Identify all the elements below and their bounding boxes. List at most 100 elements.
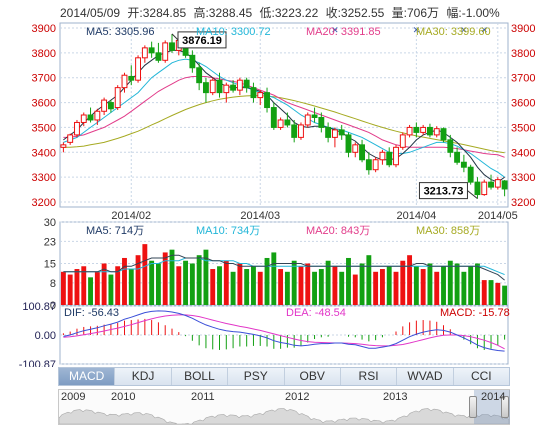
volume-bar-down [149,260,155,305]
macd-y-tick: 100.87 [22,301,56,313]
price-y-tick-left: 3800 [32,48,56,60]
candle-down [318,116,325,128]
tab-cci[interactable]: CCI [470,369,492,383]
price-ma-label: MA20: 3391.85 [306,26,381,38]
volume-bar-up [101,263,107,305]
volume-bar-up [67,274,73,305]
candle-down [454,151,461,163]
candle-up [331,129,338,138]
candle-down [359,144,366,161]
candle-down [311,114,318,118]
price-ma-label: MA5: 3305.96 [86,26,155,38]
navigator-area [59,408,509,424]
candle-up [494,179,501,188]
volume-bar-down [447,260,453,305]
volume-bar-down [169,249,175,305]
price-y-tick-left: 3200 [32,197,56,209]
volume-bar-down [366,255,372,305]
candle-down [270,107,277,128]
volume-bar-up [223,260,229,305]
candle-down [243,79,250,89]
candle-up [420,126,427,133]
candle-down [447,139,454,153]
price-y-tick-left: 3300 [32,172,56,184]
volume-bar-down [359,263,365,305]
tab-wvad[interactable]: WVAD [397,368,454,385]
ma20-line [63,76,505,158]
price-y-tick-right: 3200 [511,197,535,209]
range-navigator[interactable]: 2009 2010 2011 2012 2013 2014 [58,389,510,425]
navigator-year-label: 2014 [481,391,506,403]
volume-bar-up [420,269,426,305]
volume-bar-up [298,266,304,305]
candle-up [399,134,406,148]
volume-bar-down [488,280,494,305]
volume-bar-up [176,266,182,305]
price-y-tick-right: 3700 [511,73,535,85]
price-y-tick-right: 3400 [511,147,535,159]
price-x-tick: 2014/05 [478,210,518,222]
candle-down [128,75,135,81]
volume-ma-label: MA20: 843万 [306,225,370,237]
candle-up [80,114,87,123]
quote-date: 2014/05/09 [60,6,121,20]
low-callout-pointer [467,190,478,200]
candle-down [467,166,474,183]
candle-down [196,67,203,84]
tab-psy[interactable]: PSY [228,368,285,385]
candle-down [413,126,420,133]
volume-bar-down [441,266,446,305]
candle-up [60,144,67,148]
tab-boll[interactable]: BOLL [172,368,229,385]
volume-ma-label: MA30: 858万 [416,225,480,237]
navigator-year-label: 2010 [111,391,136,403]
price-x-tick: 2014/04 [396,210,436,222]
tab-kdj[interactable]: KDJ [115,368,172,385]
volume-bar-down [196,255,202,305]
volume-bar-down [108,274,114,305]
volume-bar-down [454,263,460,305]
candle-up [74,121,80,136]
price-x-tick: 2014/02 [111,210,151,222]
candle-down [250,87,257,99]
event-marker: ✕ [413,25,421,35]
ma5-line [63,49,505,183]
tab-macd[interactable]: MACD [59,368,116,385]
volume-y-tick: 23 [44,236,56,248]
stock-chart[interactable]: 3900 3900 3800 3800 3700 3700 3600 3600 3500 3500… [0,0,537,367]
tab-obv[interactable]: OBV [285,368,341,385]
volume-bar-up [495,282,501,305]
high-callout-box [177,31,227,49]
volume-y-tick: 30 [44,217,56,229]
volume-bar-up [481,280,487,305]
tab-rsi[interactable]: RSI [341,368,398,385]
candle-up [406,126,413,136]
volume-bar-up [81,266,87,305]
quote-open: 开:3284.85 [127,6,187,20]
volume-bar-down [128,269,134,305]
navigator-left-handle[interactable] [469,396,477,418]
price-y-tick-left: 3500 [32,122,56,134]
candle-down [148,47,155,54]
navigator-right-handle[interactable] [501,396,509,418]
volume-bar-up [400,260,406,305]
dea-line [63,314,505,350]
volume-bar-up [94,271,100,305]
indicator-tabs: MACD KDJ BOLL PSY OBV RSI WVAD CCI [58,367,510,386]
volume-bar-up [60,271,66,305]
candle-up [481,181,488,196]
ma10-line [63,58,505,178]
volume-ma-label: MA5: 714万 [86,225,144,237]
candle-down [501,180,508,190]
volume-bar-up [434,271,440,305]
event-marker: ✕ [460,25,468,35]
candle-up [372,159,379,171]
candle-down [325,126,332,138]
volume-bar-down [475,263,480,305]
price-y-tick-left: 3400 [32,147,56,159]
candle-up [393,146,399,166]
candle-up [135,57,142,81]
event-marker: ✕ [480,25,488,35]
volume-bar-down [502,285,508,305]
price-y-tick-right: 3300 [511,172,535,184]
